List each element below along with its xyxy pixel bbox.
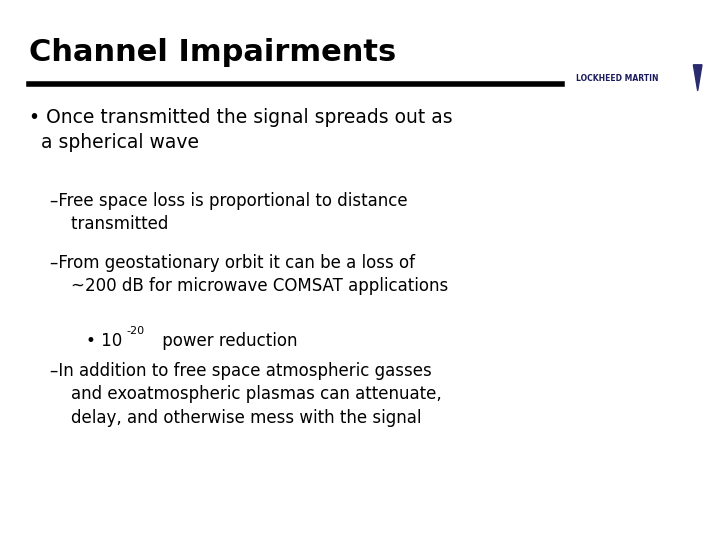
Polygon shape bbox=[693, 65, 702, 91]
Text: –In addition to free space atmospheric gasses
    and exoatmospheric plasmas can: –In addition to free space atmospheric g… bbox=[50, 362, 442, 427]
Text: Channel Impairments: Channel Impairments bbox=[29, 38, 396, 67]
Text: -20: -20 bbox=[126, 326, 144, 336]
Text: –Free space loss is proportional to distance
    transmitted: –Free space loss is proportional to dist… bbox=[50, 192, 408, 233]
Text: • Once transmitted the signal spreads out as
  a spherical wave: • Once transmitted the signal spreads ou… bbox=[29, 108, 452, 152]
Text: LOCKHEED MARTIN: LOCKHEED MARTIN bbox=[576, 74, 659, 83]
Text: –From geostationary orbit it can be a loss of
    ~200 dB for microwave COMSAT a: –From geostationary orbit it can be a lo… bbox=[50, 254, 449, 295]
Text: • 10: • 10 bbox=[86, 332, 122, 350]
Text: power reduction: power reduction bbox=[157, 332, 297, 350]
